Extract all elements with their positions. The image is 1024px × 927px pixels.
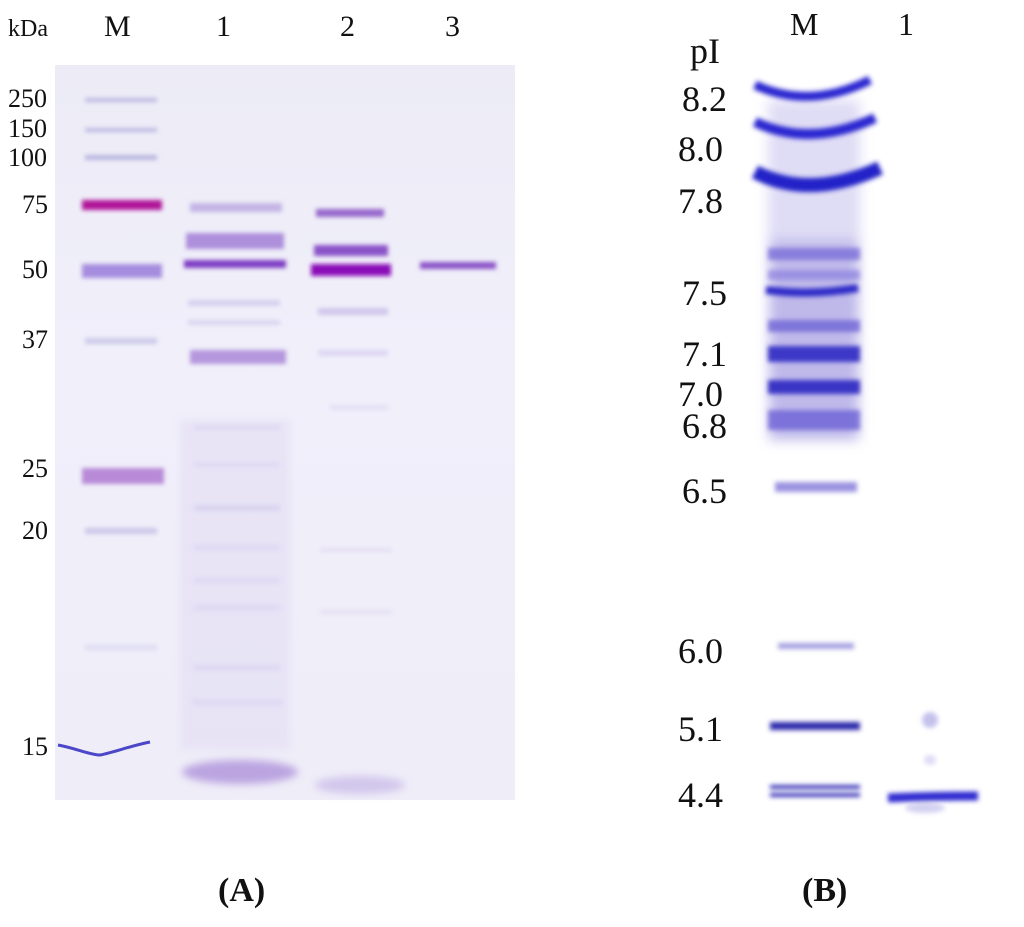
- panel-caption-b: (B): [802, 872, 848, 909]
- mw-label: 15: [22, 732, 48, 761]
- lane-m-bands-a: [82, 98, 164, 650]
- panel-b-ief: M 1 pI 8.2 8.0 7.8 7.5 7.1 7.0 6.8 6.5 6…: [660, 0, 1024, 927]
- mw-label: 25: [22, 454, 48, 483]
- unit-label-kda: kDa: [8, 16, 48, 42]
- pi-label: 6.0: [678, 631, 723, 671]
- pi-label: 8.2: [682, 79, 727, 119]
- lane-label-1-b: 1: [898, 6, 914, 42]
- mw-label: 100: [8, 143, 47, 172]
- lane-m-bands-b: [751, 75, 883, 797]
- lane-2-bands-a: [311, 209, 392, 614]
- pi-label: 8.0: [678, 129, 723, 169]
- unit-label-pi: pI: [690, 31, 720, 71]
- mw-label: 150: [8, 114, 47, 143]
- lane-label-1-a: 1: [216, 10, 231, 43]
- lane-1-bands-b: [887, 712, 979, 813]
- gel-b-bands: [751, 75, 979, 813]
- mw-label: 20: [22, 516, 48, 545]
- pi-label: 5.1: [678, 709, 723, 749]
- pi-label: 4.4: [678, 775, 723, 815]
- pi-label: 7.0: [678, 374, 723, 414]
- pi-label: 6.8: [682, 406, 727, 446]
- mw-label: 37: [22, 325, 48, 354]
- gel-a-bands: [57, 98, 496, 794]
- pi-label: 6.5: [682, 471, 727, 511]
- lane-label-m-b: M: [790, 6, 819, 42]
- mw-label: 250: [8, 84, 47, 113]
- pi-label: 7.5: [682, 273, 727, 313]
- pi-label: 7.8: [678, 181, 723, 221]
- pi-label: 7.1: [682, 334, 727, 374]
- mw-label: 50: [22, 255, 48, 284]
- panel-caption-a: (A): [218, 872, 266, 909]
- mw-label: 75: [22, 190, 48, 219]
- lane-label-3-a: 3: [445, 10, 460, 43]
- lane-label-m-a: M: [104, 10, 131, 43]
- lane-label-2-a: 2: [340, 10, 355, 43]
- marker-15-band: [57, 740, 151, 757]
- panel-a-sds-page: kDa M 1 2 3 250 150 100 75 50 37 25 20 1…: [8, 10, 515, 909]
- lane-3-bands-a: [420, 262, 496, 269]
